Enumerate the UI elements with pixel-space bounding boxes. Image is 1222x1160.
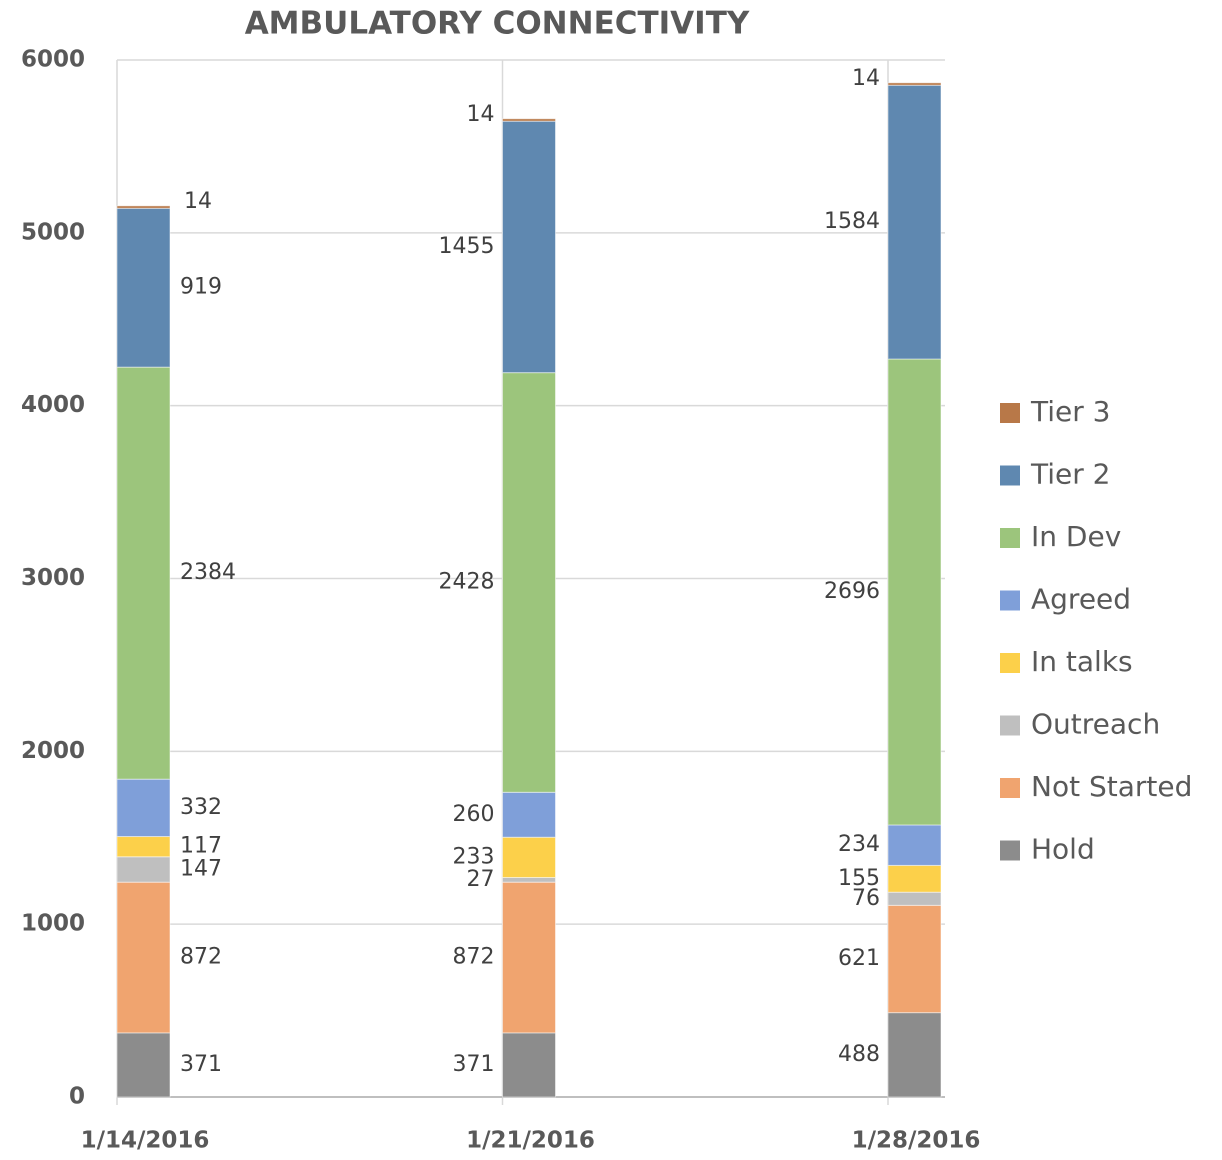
legend-label: Agreed [1031,583,1131,616]
data-label: 14 [184,189,212,214]
data-label: 234 [838,832,880,857]
data-label: 117 [180,834,222,859]
bar-segment [116,856,171,883]
y-tick-label: 5000 [21,219,85,245]
bar-segment [116,778,171,838]
data-label: 14 [852,66,880,91]
data-label: 1584 [824,209,880,234]
y-tick-label: 0 [69,1084,85,1110]
data-label: 872 [453,945,495,970]
bar-segment [502,372,556,793]
data-label: 147 [180,856,222,881]
bar-segment [116,207,171,368]
bar-segment [887,82,942,86]
legend-label: Tier 2 [1030,458,1110,491]
bar-segment [116,205,171,209]
legend-swatch [1000,840,1020,861]
legend-label: In Dev [1031,520,1121,553]
bar-segment [887,84,942,360]
legend-swatch [1000,778,1020,798]
x-tick-label: 1/21/2016 [466,1128,595,1154]
legend-label: Hold [1031,833,1095,866]
legend-label: In talks [1031,645,1133,678]
data-label: 14 [467,102,495,127]
legend-label: Outreach [1031,708,1160,741]
data-label: 76 [852,886,880,911]
bar-segment [887,358,942,826]
data-label: 872 [180,945,222,970]
data-label: 919 [180,275,222,300]
legend-swatch [1000,715,1020,736]
legend-swatch [1000,465,1020,486]
y-tick-label: 2000 [21,738,85,764]
data-label: 27 [467,867,495,892]
legend-label: Tier 3 [1030,395,1110,428]
legend-swatch [1000,653,1020,673]
data-label: 371 [180,1052,222,1077]
bar-segment [116,836,171,858]
bar-segment [887,1012,942,1098]
data-label: 621 [838,946,880,971]
chart-title: AMBULATORY CONNECTIVITY [245,6,750,42]
bar-segment [502,877,556,883]
bar-segment [502,1032,556,1098]
bar-segment [887,891,942,906]
bar-segment [887,824,942,866]
data-label: 2384 [180,560,236,585]
y-tick-label: 6000 [21,47,85,73]
bar-segment [116,1032,171,1098]
bar-segment [116,881,171,1034]
y-tick-label: 4000 [21,392,85,418]
bar-segment [502,836,556,879]
legend-swatch [1000,403,1020,423]
bar-segment [116,366,171,780]
data-label: 1455 [439,234,495,259]
bar-segment [887,904,942,1014]
legend-swatch [1000,528,1020,548]
data-label: 155 [838,866,880,891]
legend-label: Not Started [1031,770,1192,803]
y-tick-label: 1000 [21,911,85,937]
bar-segment [502,881,556,1034]
data-label: 2696 [824,579,880,604]
x-tick-label: 1/14/2016 [81,1128,210,1154]
x-tick-label: 1/28/2016 [852,1128,981,1154]
data-label: 332 [180,795,222,820]
y-tick-label: 3000 [21,565,85,591]
data-label: 371 [453,1052,495,1077]
bar-segment [502,120,556,374]
bar-segment [502,118,556,122]
bar-segment [502,791,556,838]
data-label: 260 [453,802,495,827]
data-label: 488 [838,1042,880,1067]
data-label: 2428 [439,569,495,594]
legend-swatch [1000,590,1020,611]
data-label: 233 [453,844,495,869]
bar-segment [887,864,942,893]
